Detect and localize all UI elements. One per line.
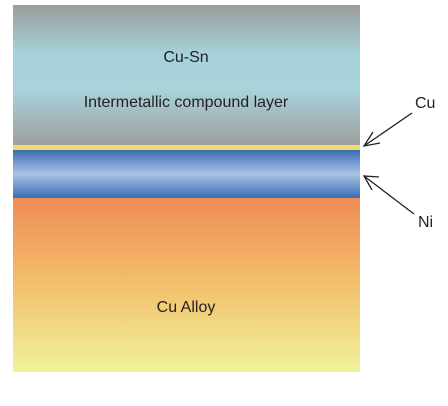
layer-label: Cu-Sn — [163, 49, 208, 66]
diagram: Cu-Sn Intermetallic compound layer Cu Al… — [0, 0, 448, 401]
layer-label: Cu Alloy — [157, 299, 216, 316]
callout-label: Ni — [418, 214, 433, 231]
cu-alloy-layer — [13, 198, 360, 372]
arrow — [364, 113, 412, 146]
cu-layer — [13, 145, 360, 150]
arrow — [364, 176, 414, 214]
intermetallic-layer — [13, 5, 360, 145]
layer-sublabel: Intermetallic compound layer — [84, 94, 289, 111]
arrows — [364, 113, 414, 214]
ni-layer — [13, 150, 360, 198]
callout-label: Cu — [415, 95, 435, 112]
